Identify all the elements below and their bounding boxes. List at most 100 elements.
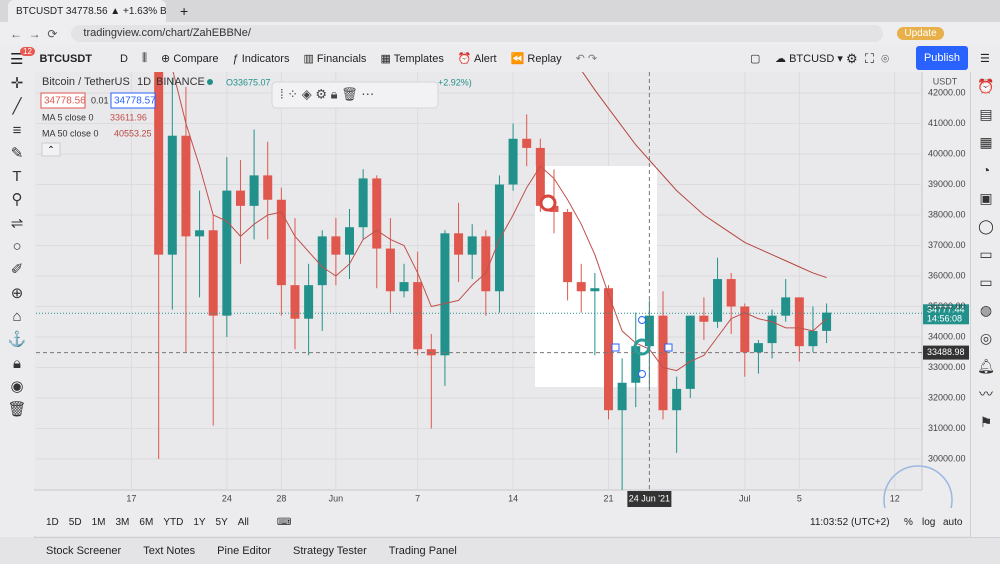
crosshair-y-label: 33488.98	[927, 347, 965, 357]
selected-marker[interactable]	[633, 338, 651, 356]
candle-body	[603, 288, 613, 411]
candle-body	[822, 312, 832, 331]
range-button[interactable]: 1Y	[193, 516, 206, 528]
update-button[interactable]: Update	[897, 27, 944, 40]
browser-tab[interactable]: BTCUSDT 34778.56 ▲ +1.63% BT	[8, 0, 166, 22]
watchlist-icon[interactable]: ☰	[980, 53, 990, 65]
candle-body	[358, 178, 368, 228]
interval-button[interactable]: D	[120, 52, 128, 65]
goto-date[interactable]: ⌨	[276, 516, 292, 528]
x-tick-label: 12	[890, 493, 900, 503]
alert-button[interactable]: ⏰ Alert	[457, 53, 497, 65]
candle-body	[181, 135, 191, 237]
sell-price: 34778.56	[44, 96, 86, 107]
bottom-tab[interactable]: Strategy Tester	[292, 545, 367, 557]
symbol-search[interactable]: BTCUSDT	[39, 52, 93, 65]
range-button[interactable]: 5D	[68, 516, 82, 528]
y-tick-label: 31000.00	[928, 423, 966, 433]
globe-watermark	[883, 465, 953, 508]
legend-ohlc: O33675.07	[226, 77, 271, 87]
bottom-tab[interactable]: Trading Panel	[388, 545, 457, 557]
financials-button[interactable]: ▥ Financials	[303, 53, 367, 65]
candle-body	[345, 227, 355, 255]
candle-body	[644, 315, 654, 347]
ma5-legend: MA 5 close 0	[42, 112, 94, 122]
candle-body	[276, 199, 286, 286]
templates-button[interactable]: ▦ Templates	[380, 53, 444, 65]
publish-button[interactable]: Publish	[916, 46, 968, 70]
candle-body	[699, 315, 709, 322]
toolbar-icons[interactable]: ⚙ ⛶ ⌾	[846, 50, 890, 66]
label: Alert	[474, 53, 497, 65]
candle-body	[399, 282, 409, 292]
candle-body	[740, 306, 750, 353]
nav-buttons[interactable]: ← → ⟳	[10, 26, 58, 41]
undo-redo[interactable]: ↶ ↷	[575, 53, 598, 65]
range-button[interactable]: 1M	[91, 516, 106, 528]
url-field[interactable]: tradingview.com/chart/ZahEBBNe/	[71, 25, 884, 42]
time-axis	[34, 490, 970, 508]
menu-button[interactable]: ☰	[10, 50, 24, 68]
sidebar-icons[interactable]: ⏰ ▤ ▦ ◔ ▣ ◯ ▭ ▭ ◍ ◎ 🔔︎ 〰 ⚑	[977, 78, 995, 430]
candle-body	[767, 315, 777, 344]
crosshair-y-tag	[923, 345, 969, 360]
collapse-legend[interactable]	[41, 142, 61, 157]
tab-title: BTCUSDT 34778.56 ▲ +1.63% BT	[16, 5, 166, 17]
compare-button[interactable]: ⊕ Compare	[161, 53, 219, 65]
y-tick-label: 42000.00	[928, 87, 966, 97]
candle-body	[413, 282, 423, 350]
x-tick-label: 21	[603, 493, 613, 503]
auto-toggle[interactable]: auto	[943, 516, 963, 528]
range-button[interactable]: 3M	[115, 516, 130, 528]
candle-body	[617, 382, 627, 411]
replay-button[interactable]: ⏪ Replay	[510, 53, 562, 65]
last-price-tag	[923, 304, 969, 325]
range-button[interactable]: All	[237, 516, 249, 528]
percent-toggle[interactable]: %	[904, 516, 913, 528]
drawing-toolbar-icons[interactable]: ⁞ ⁘ ◈ ⚙ 🔒︎ 🗑︎ ⋯	[280, 86, 374, 101]
tool-icons[interactable]: ✛ ╱ ≡ ✎ T ⚲ ⇌ ○ ✐ ⊕ ⌂ ⚓ 🔒︎ ◉ 🗑︎	[7, 75, 27, 419]
bottom-tab[interactable]: Pine Editor	[217, 545, 271, 557]
sell-box[interactable]	[40, 92, 86, 109]
right-sidebar: ⏰ ▤ ▦ ◔ ▣ ◯ ▭ ▭ ◍ ◎ 🔔︎ 〰 ⚑	[970, 72, 1000, 537]
legend-exchange: BINANCE	[156, 76, 205, 88]
log-toggle[interactable]: log	[922, 516, 936, 528]
range-button[interactable]: 1D	[46, 516, 59, 528]
chart-type-button[interactable]: ⫼	[141, 52, 148, 64]
range-button[interactable]: YTD	[163, 516, 184, 528]
range-button[interactable]: 6M	[139, 516, 154, 528]
bottom-tab[interactable]: Text Notes	[143, 545, 196, 557]
browser-addressbar: ← → ⟳ tradingview.com/chart/ZahEBBNe/ Up…	[0, 22, 1000, 45]
candle-body	[454, 233, 464, 255]
bottom-tab[interactable]: Stock Screener	[46, 545, 122, 557]
ma-line	[172, 72, 827, 372]
crosshair-x-label: 24 Jun '21	[629, 493, 670, 503]
buy-box[interactable]	[110, 92, 156, 109]
layout-button[interactable]: ▢	[750, 53, 761, 65]
ma50-value: 40553.25	[114, 128, 152, 138]
ma-line	[581, 72, 827, 279]
candle-body	[508, 138, 518, 185]
candle-body	[290, 285, 300, 319]
left-toolbar: ✛ ╱ ≡ ✎ T ⚲ ⇌ ○ ✐ ⊕ ⌂ ⚓ 🔒︎ ◉ 🗑︎	[0, 72, 35, 537]
y-tick-label: 40000.00	[928, 148, 966, 158]
x-tick-label: Jul	[739, 493, 751, 503]
candle-body	[167, 135, 177, 255]
range-button[interactable]: 5Y	[215, 516, 228, 528]
candle-body	[658, 315, 668, 411]
x-tick-label: 14	[508, 493, 518, 503]
candle-body	[331, 236, 341, 255]
new-tab[interactable]: +	[180, 3, 189, 19]
layout-symbol[interactable]: ☁ BTCUSD ▾	[775, 53, 843, 65]
candle-body	[631, 346, 641, 383]
candle-body	[467, 236, 477, 255]
drawing-marker[interactable]	[539, 194, 557, 212]
candle-body	[590, 288, 600, 292]
y-tick-label: 35000.00	[928, 301, 966, 311]
indicators-button[interactable]: ƒ Indicators	[232, 52, 290, 65]
axis-unit: USDT	[933, 76, 958, 86]
selection-handles[interactable]	[611, 316, 673, 378]
clock: 11:03:52 (UTC+2)	[810, 516, 890, 528]
